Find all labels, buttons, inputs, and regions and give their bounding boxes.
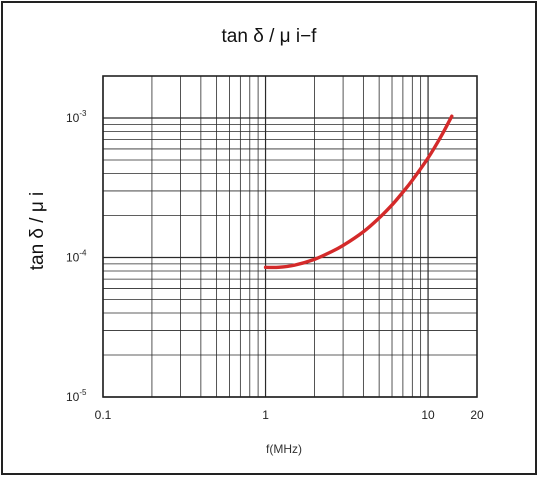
y-tick-exponent: -5: [79, 388, 87, 397]
x-axis-label: f(MHz): [266, 442, 302, 456]
x-tick-label: 0.1: [95, 408, 112, 422]
y-tick-exponent: -4: [79, 249, 87, 258]
y-axis-label: tan δ / μ i: [27, 192, 48, 271]
x-tick-label: 20: [470, 408, 484, 422]
series-line: [263, 114, 454, 270]
series-layer: [263, 114, 454, 270]
y-tick-base: 10: [66, 251, 80, 265]
x-tick-label: 10: [421, 408, 435, 422]
y-tick-exponent: -3: [79, 109, 87, 118]
y-tick-base: 10: [66, 111, 80, 125]
y-tick-labels: 10-510-410-3: [66, 109, 87, 404]
chart-title: tan δ / μ i−f: [222, 26, 318, 47]
y-tick-label: 10-5: [66, 388, 87, 404]
x-tick-label: 1: [262, 408, 269, 422]
y-tick-label: 10-3: [66, 109, 87, 125]
x-tick-labels: 0.1 1 10 20: [95, 408, 484, 422]
y-tick-base: 10: [66, 390, 80, 404]
y-tick-label: 10-4: [66, 249, 87, 265]
plot-area-border: [102, 75, 478, 398]
